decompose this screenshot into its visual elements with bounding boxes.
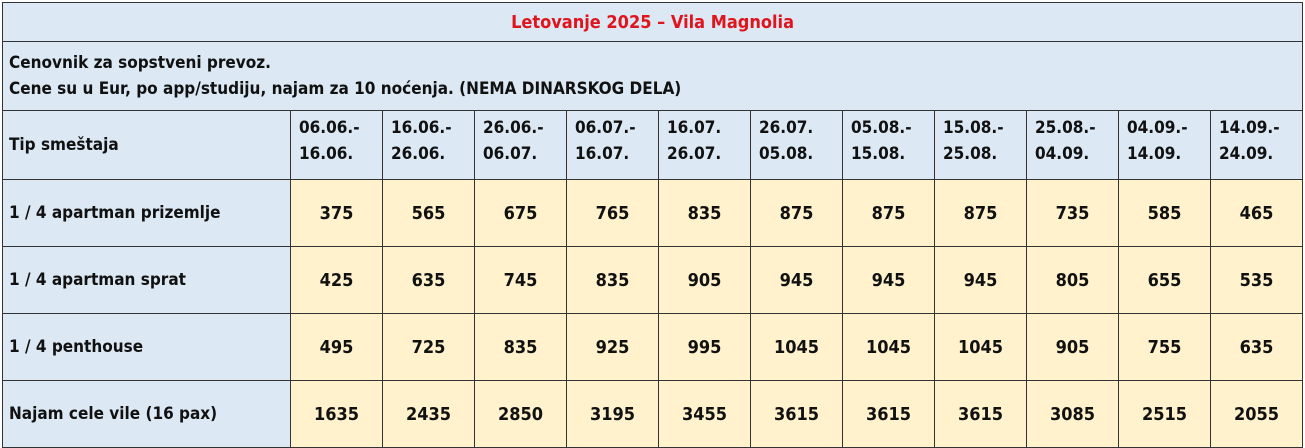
period-end: 05.08. (759, 144, 814, 164)
header-row: Tip smeštaja 06.06.- 16.06. 16.06.- 26.06. 2… (2, 110, 1304, 180)
price-cell: 3615 (750, 380, 843, 448)
price-cell: 3615 (842, 380, 935, 448)
table-title: Letovanje 2025 – Vila Magnolia (1, 2, 1304, 42)
period-start: 04.09.- (1127, 118, 1188, 138)
price-cell: 3195 (566, 380, 659, 448)
row-label: Najam cele vile (16 pax) (2, 380, 291, 448)
period-end: 25.08. (943, 144, 998, 164)
price-cell: 535 (1209, 246, 1304, 314)
header-period: 15.08.- 25.08. (934, 110, 1027, 180)
price-cell: 2850 (474, 380, 567, 448)
header-period: 26.07. 05.08. (750, 110, 843, 180)
price-cell: 945 (750, 246, 843, 314)
period-start: 16.06.- (391, 118, 452, 138)
header-period: 06.07.- 16.07. (566, 110, 659, 180)
header-period: 04.09.- 14.09. (1118, 110, 1211, 180)
period-end: 16.06. (299, 144, 354, 164)
period-end: 26.07. (667, 144, 722, 164)
price-cell: 1045 (934, 313, 1027, 381)
period-end: 26.06. (391, 144, 446, 164)
price-cell: 495 (290, 313, 383, 381)
price-cell: 905 (658, 246, 751, 314)
row-label: 1 / 4 apartman prizemlje (2, 179, 291, 247)
price-cell: 725 (382, 313, 475, 381)
price-cell: 3455 (658, 380, 751, 448)
price-cell: 805 (1026, 246, 1119, 314)
header-period: 06.06.- 16.06. (290, 110, 383, 180)
period-start: 25.08.- (1035, 118, 1096, 138)
price-cell: 905 (1026, 313, 1119, 381)
price-cell: 565 (382, 179, 475, 247)
price-cell: 585 (1118, 179, 1211, 247)
price-cell: 735 (1026, 179, 1119, 247)
price-cell: 425 (290, 246, 383, 314)
header-period: 25.08.- 04.09. (1026, 110, 1119, 180)
period-start: 15.08.- (943, 118, 1004, 138)
row-label: 1 / 4 penthouse (2, 313, 291, 381)
price-cell: 945 (842, 246, 935, 314)
price-cell: 835 (658, 179, 751, 247)
header-period: 14.09.- 24.09. (1209, 110, 1304, 180)
price-cell: 945 (934, 246, 1027, 314)
price-cell: 3085 (1026, 380, 1119, 448)
period-start: 05.08.- (851, 118, 912, 138)
price-cell: 765 (566, 179, 659, 247)
pricing-info: Cenovnik za sopstveni prevoz. Cene su u … (1, 41, 1304, 111)
price-cell: 835 (566, 246, 659, 314)
price-cell: 835 (474, 313, 567, 381)
price-cell: 1635 (290, 380, 383, 448)
header-period: 05.08.- 15.08. (842, 110, 935, 180)
price-cell: 2515 (1118, 380, 1211, 448)
period-end: 06.07. (483, 144, 538, 164)
price-cell: 925 (566, 313, 659, 381)
price-cell: 2435 (382, 380, 475, 448)
price-cell: 2055 (1209, 380, 1304, 448)
price-cell: 465 (1209, 179, 1304, 247)
period-start: 26.06.- (483, 118, 544, 138)
price-cell: 1045 (842, 313, 935, 381)
row-label: 1 / 4 apartman sprat (2, 246, 291, 314)
price-cell: 745 (474, 246, 567, 314)
price-cell: 635 (1209, 313, 1304, 381)
price-cell: 375 (290, 179, 383, 247)
period-start: 06.07.- (575, 118, 636, 138)
header-period: 16.06.- 26.06. (382, 110, 475, 180)
price-cell: 875 (750, 179, 843, 247)
price-cell: 755 (1118, 313, 1211, 381)
price-cell: 675 (474, 179, 567, 247)
period-start: 26.07. (759, 118, 814, 138)
period-end: 14.09. (1127, 144, 1182, 164)
period-start: 06.06.- (299, 118, 360, 138)
price-cell: 875 (934, 179, 1027, 247)
price-cell: 995 (658, 313, 751, 381)
price-cell: 875 (842, 179, 935, 247)
price-cell: 655 (1118, 246, 1211, 314)
price-cell: 1045 (750, 313, 843, 381)
period-end: 04.09. (1035, 144, 1090, 164)
period-end: 16.07. (575, 144, 630, 164)
table-row: Najam cele vile (16 pax) 1635 2435 2850 3195… (2, 380, 1304, 448)
table-row: 1 / 4 penthouse 495 725 835 925 995 1045 1045 10… (2, 313, 1304, 381)
info-line-transport: Cenovnik za sopstveni prevoz. (9, 53, 271, 73)
header-period: 26.06.- 06.07. (474, 110, 567, 180)
info-line-currency: Cene su u Eur, po app/studiju, najam za … (9, 79, 682, 99)
period-end: 24.09. (1219, 144, 1274, 164)
header-accommodation-type: Tip smeštaja (2, 110, 291, 180)
table-row: 1 / 4 apartman sprat 425 635 745 835 905 945 94… (2, 246, 1304, 314)
header-period: 16.07. 26.07. (658, 110, 751, 180)
table-row: 1 / 4 apartman prizemlje 375 565 675 765 835 8… (2, 179, 1304, 247)
price-cell: 635 (382, 246, 475, 314)
period-end: 15.08. (851, 144, 906, 164)
period-start: 14.09.- (1219, 118, 1280, 138)
period-start: 16.07. (667, 118, 722, 138)
price-cell: 3615 (934, 380, 1027, 448)
